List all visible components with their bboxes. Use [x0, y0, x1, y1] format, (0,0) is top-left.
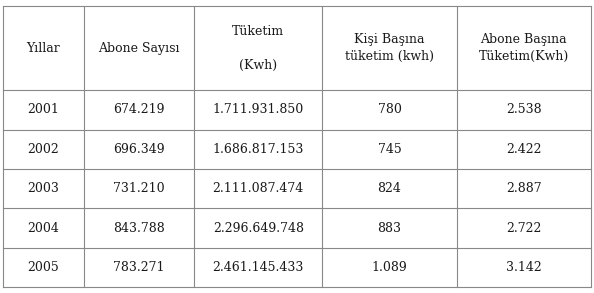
Text: 2.422: 2.422: [506, 143, 542, 156]
Text: Abone Başına
Tüketim(Kwh): Abone Başına Tüketim(Kwh): [479, 33, 569, 63]
Text: 843.788: 843.788: [113, 222, 165, 235]
Text: 2.111.087.474: 2.111.087.474: [213, 182, 304, 195]
Text: 2003: 2003: [27, 182, 59, 195]
Text: 2.722: 2.722: [506, 222, 542, 235]
Text: Yıllar: Yıllar: [26, 42, 60, 54]
Text: 3.142: 3.142: [506, 261, 542, 274]
Text: 2005: 2005: [27, 261, 59, 274]
Text: 731.210: 731.210: [113, 182, 165, 195]
Text: 783.271: 783.271: [113, 261, 165, 274]
Text: Abone Sayısı: Abone Sayısı: [98, 42, 179, 54]
Text: Tüketim

(Kwh): Tüketim (Kwh): [232, 25, 285, 71]
Text: Kişi Başına
tüketim (kwh): Kişi Başına tüketim (kwh): [345, 33, 434, 63]
Text: 883: 883: [378, 222, 402, 235]
Text: 1.686.817.153: 1.686.817.153: [213, 143, 304, 156]
Text: 2.887: 2.887: [506, 182, 542, 195]
Text: 2004: 2004: [27, 222, 59, 235]
Text: 674.219: 674.219: [113, 103, 165, 116]
Text: 1.711.931.850: 1.711.931.850: [213, 103, 304, 116]
Text: 824: 824: [378, 182, 402, 195]
Text: 696.349: 696.349: [113, 143, 165, 156]
Text: 780: 780: [378, 103, 402, 116]
Text: 2002: 2002: [27, 143, 59, 156]
Text: 2.538: 2.538: [506, 103, 542, 116]
Text: 1.089: 1.089: [372, 261, 407, 274]
Text: 745: 745: [378, 143, 402, 156]
Text: 2001: 2001: [27, 103, 59, 116]
Text: 2.461.145.433: 2.461.145.433: [213, 261, 304, 274]
Text: 2.296.649.748: 2.296.649.748: [213, 222, 304, 235]
